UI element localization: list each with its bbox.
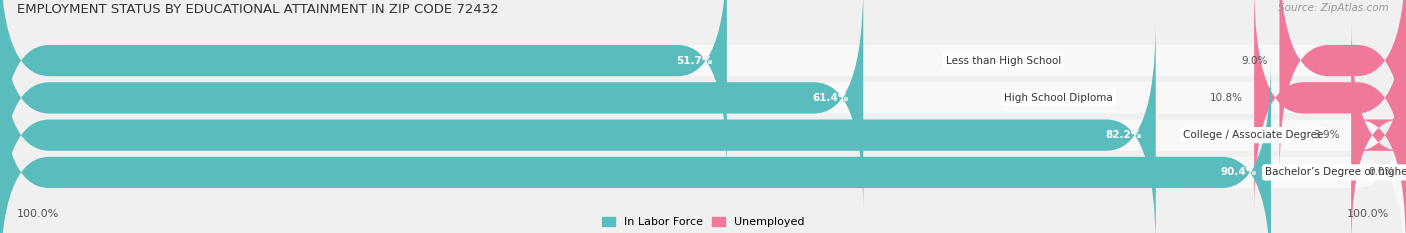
Text: Source: ZipAtlas.com: Source: ZipAtlas.com [1278,3,1389,14]
FancyBboxPatch shape [1351,20,1406,233]
Text: 51.7%: 51.7% [676,56,713,65]
Text: 0.0%: 0.0% [1368,168,1395,177]
FancyBboxPatch shape [0,0,1406,175]
FancyBboxPatch shape [0,58,1406,233]
Text: 82.2%: 82.2% [1105,130,1142,140]
Text: Less than High School: Less than High School [946,56,1060,65]
Text: 61.4%: 61.4% [813,93,849,103]
FancyBboxPatch shape [0,58,1271,233]
Text: Bachelor’s Degree or higher: Bachelor’s Degree or higher [1265,168,1406,177]
Text: 100.0%: 100.0% [17,209,59,219]
FancyBboxPatch shape [0,0,1406,213]
FancyBboxPatch shape [0,20,1156,233]
Text: 9.0%: 9.0% [1241,56,1268,65]
FancyBboxPatch shape [0,0,863,213]
Text: EMPLOYMENT STATUS BY EDUCATIONAL ATTAINMENT IN ZIP CODE 72432: EMPLOYMENT STATUS BY EDUCATIONAL ATTAINM… [17,3,499,17]
Text: 90.4%: 90.4% [1220,168,1257,177]
FancyBboxPatch shape [0,0,727,175]
Text: 100.0%: 100.0% [1347,209,1389,219]
FancyBboxPatch shape [1254,0,1406,213]
FancyBboxPatch shape [0,20,1406,233]
Legend: In Labor Force, Unemployed: In Labor Force, Unemployed [602,217,804,227]
Text: 3.9%: 3.9% [1313,130,1340,140]
FancyBboxPatch shape [1279,0,1406,175]
Text: 10.8%: 10.8% [1211,93,1243,103]
Text: High School Diploma: High School Diploma [1004,93,1114,103]
Text: College / Associate Degree: College / Associate Degree [1184,130,1323,140]
